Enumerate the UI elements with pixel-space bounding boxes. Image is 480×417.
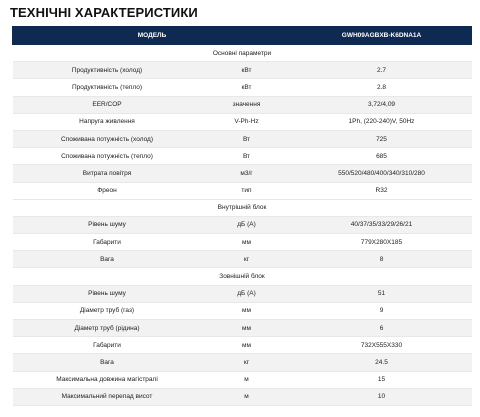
param-value: 2.7	[291, 61, 472, 80]
table-header: МОДЕЛЬ GWH09AGBXB-K6DNA1A	[12, 26, 472, 45]
param-value: 1Ph, (220-240)V, 50Hz	[291, 113, 472, 131]
spec-rows: Основні параметри Продуктивність (холод) к…	[12, 44, 472, 406]
table-row: Витрата повітря м3/г 550/520/480/400/340/3…	[12, 164, 472, 183]
param-unit: кг	[201, 353, 292, 372]
param-name: Вага	[12, 250, 202, 269]
table-row: Напруга живлення V-Ph-Hz 1Ph, (220-240)V, …	[12, 113, 472, 131]
param-name: Рівень шуму	[12, 216, 202, 235]
param-unit: дБ (А)	[201, 285, 292, 303]
param-value: 2.8	[291, 78, 472, 97]
param-name: Габарити	[12, 233, 202, 252]
section-title: Внутрішній блок	[12, 199, 472, 217]
param-unit: значення	[201, 96, 292, 114]
table-row: Рівень шуму дБ (А) 40/37/35/33/29/26/21	[12, 216, 472, 235]
param-value: 24.5	[291, 353, 472, 372]
table-row: Вага кг 24.5	[12, 353, 472, 372]
table-row: EER/COP значення 3,72/4,09	[12, 96, 472, 114]
param-name: Споживана потужність (холод)	[12, 130, 202, 149]
table-row: Фреон тип R32	[12, 182, 472, 200]
table-row: Діаметр труб (газ) мм 9	[12, 302, 472, 321]
param-value: 9	[291, 302, 472, 321]
section-row: Внутрішній блок	[12, 199, 472, 217]
param-unit: мм	[201, 336, 292, 355]
param-name: Максимальна довжина магістралі	[12, 371, 202, 389]
param-unit: тип	[201, 182, 292, 200]
param-name: Продуктивність (тепло)	[12, 78, 202, 97]
page-title: ТЕХНІЧНІ ХАРАКТЕРИСТИКИ	[10, 5, 198, 20]
model-label: МОДЕЛЬ	[12, 26, 292, 45]
param-name: Напруга живлення	[12, 113, 202, 131]
param-unit: м	[201, 388, 292, 406]
table-row: Діаметр труб (рідина) мм 6	[12, 319, 472, 338]
param-unit: мм	[201, 302, 292, 321]
param-value: 779Х280Х185	[291, 233, 472, 252]
table-row: Габарити мм 732Х555Х330	[12, 336, 472, 355]
param-name: Продуктивність (холод)	[12, 61, 202, 80]
param-unit: дБ (А)	[201, 216, 292, 235]
table-row: Вага кг 8	[12, 250, 472, 269]
param-value: 6	[291, 319, 472, 338]
param-name: EER/COP	[12, 96, 202, 114]
param-value: 10	[291, 388, 472, 406]
spec-table: МОДЕЛЬ GWH09AGBXB-K6DNA1A Основні параме…	[12, 26, 472, 406]
param-unit: м3/г	[201, 164, 292, 183]
param-name: Фреон	[12, 182, 202, 200]
param-unit: мм	[201, 319, 292, 338]
param-unit: мм	[201, 233, 292, 252]
param-value: 550/520/480/400/340/310/280	[291, 164, 472, 183]
param-name: Діаметр труб (газ)	[12, 302, 202, 321]
param-name: Діаметр труб (рідина)	[12, 319, 202, 338]
param-name: Вага	[12, 353, 202, 372]
param-unit: кВт	[201, 78, 292, 97]
section-title: Основні параметри	[12, 44, 472, 63]
param-value: 51	[291, 285, 472, 303]
param-value: 732Х555Х330	[291, 336, 472, 355]
section-row: Зовнішній блок	[12, 267, 472, 286]
param-value: 8	[291, 250, 472, 269]
param-name: Рівень шуму	[12, 285, 202, 303]
section-title: Зовнішній блок	[12, 267, 472, 286]
param-value: 685	[291, 147, 472, 166]
param-value: R32	[291, 182, 472, 200]
param-name: Максимальний перепад висот	[12, 388, 202, 406]
param-value: 15	[291, 371, 472, 389]
model-value: GWH09AGBXB-K6DNA1A	[291, 26, 472, 45]
section-row: Основні параметри	[12, 44, 472, 63]
param-unit: Вт	[201, 130, 292, 149]
table-row: Споживана потужність (холод) Вт 725	[12, 130, 472, 149]
table-row: Продуктивність (тепло) кВт 2.8	[12, 78, 472, 97]
param-name: Споживана потужність (тепло)	[12, 147, 202, 166]
table-row: Габарити мм 779Х280Х185	[12, 233, 472, 252]
table-row: Рівень шуму дБ (А) 51	[12, 285, 472, 303]
param-unit: м	[201, 371, 292, 389]
param-unit: Вт	[201, 147, 292, 166]
table-row: Максимальний перепад висот м 10	[12, 388, 472, 406]
param-value: 725	[291, 130, 472, 149]
param-name: Витрата повітря	[12, 164, 202, 183]
param-value: 3,72/4,09	[291, 96, 472, 114]
table-row: Споживана потужність (тепло) Вт 685	[12, 147, 472, 166]
table-row: Максимальна довжина магістралі м 15	[12, 371, 472, 389]
param-name: Габарити	[12, 336, 202, 355]
param-value: 40/37/35/33/29/26/21	[291, 216, 472, 235]
table-row: Продуктивність (холод) кВт 2.7	[12, 61, 472, 80]
param-unit: V-Ph-Hz	[201, 113, 292, 131]
param-unit: кВт	[201, 61, 292, 80]
param-unit: кг	[201, 250, 292, 269]
